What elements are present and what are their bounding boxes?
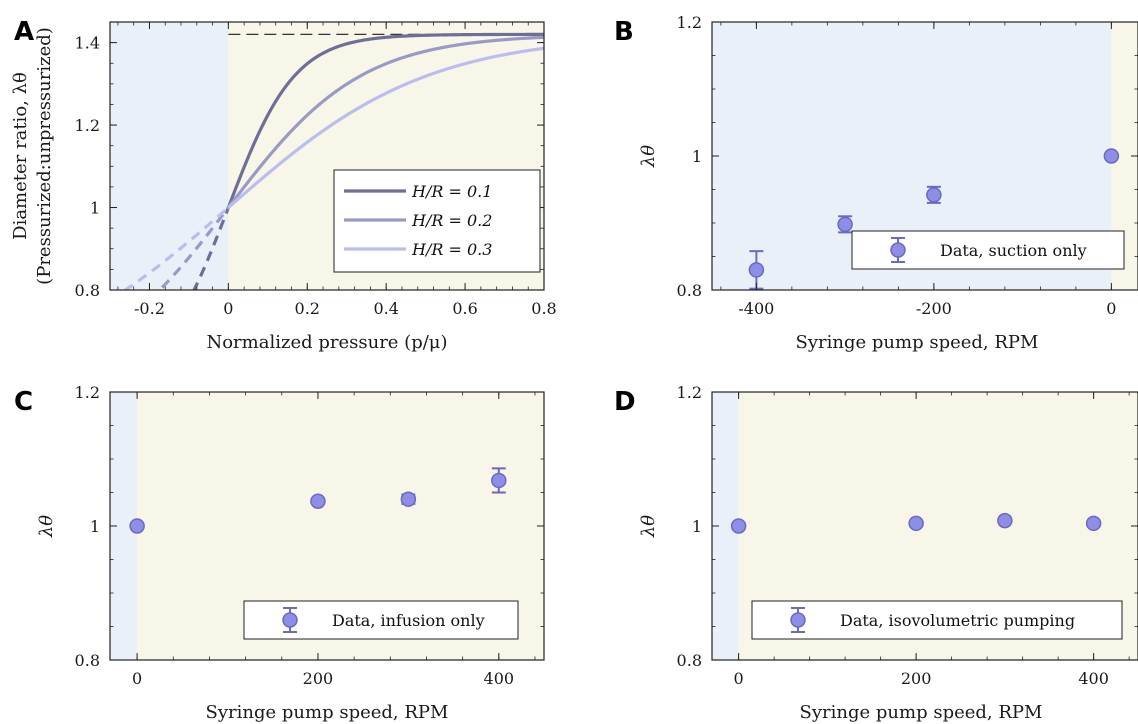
data-point: [491, 472, 507, 489]
plot-frame: [711, 391, 1138, 661]
x-tick-label: 400: [1078, 669, 1109, 688]
y-tick-label: 1.2: [75, 383, 100, 402]
panel-d: 0 200 400 0.8 1 1.2 Data, isovolumetric pumpin…: [638, 383, 1138, 723]
data-point: [1085, 515, 1102, 532]
series-line-dashed: [157, 206, 230, 290]
x-axis-title: Syringe pump speed, RPM: [206, 702, 449, 723]
x-tick-label: 0: [1106, 299, 1116, 318]
y-tick-label: 1.2: [75, 116, 100, 135]
panel-letter-d: D: [614, 387, 636, 417]
data-point: [748, 262, 765, 278]
data-point: [310, 493, 326, 509]
y-axis-title: λθ: [36, 515, 57, 538]
data-point: [1103, 148, 1120, 164]
series-line: [227, 35, 544, 209]
x-tick-label: 200: [901, 669, 932, 688]
plot-frame: [109, 21, 545, 291]
panel-b: -400 -200 0 0.8 1 1.2 Data, suction only Syring…: [638, 13, 1138, 353]
x-tick-label: -400: [738, 299, 774, 318]
y-tick-label: 1: [692, 517, 702, 536]
panel-letter-a: A: [14, 17, 34, 47]
y-axis-subtitle: (Pressurized:unpressurized): [34, 27, 55, 285]
x-tick-label: 0.6: [452, 299, 477, 318]
y-tick-label: 0.8: [75, 281, 100, 300]
legend-label: Data, isovolumetric pumping: [840, 611, 1075, 630]
panel-a: -0.2 0 0.2 0.4 0.6 0.8 0.8 1 1.2 1.4 H/R = 0.1 H/R …: [10, 21, 557, 353]
x-axis-title: Syringe pump speed, RPM: [796, 332, 1039, 353]
x-tick-label: 0: [223, 299, 233, 318]
series-line: [226, 32, 544, 209]
x-tick-label: 400: [484, 669, 515, 688]
legend-label: H/R = 0.2: [411, 211, 492, 230]
y-tick-label: 0.8: [75, 651, 100, 670]
x-tick-label: -200: [916, 299, 952, 318]
x-tick-label: 0: [734, 669, 744, 688]
x-axis-title: Syringe pump speed, RPM: [800, 702, 1043, 723]
x-tick-label: -0.2: [134, 299, 165, 318]
legend-marker: [890, 242, 906, 258]
y-tick-label: 1: [692, 147, 702, 166]
x-axis-title: Normalized pressure (p/μ): [206, 332, 447, 353]
series-line: [227, 46, 544, 209]
legend-marker: [282, 612, 298, 628]
y-tick-label: 1: [90, 517, 100, 536]
x-tick-label: 0.2: [295, 299, 320, 318]
panel-c: 0 200 400 0.8 1 1.2 Data, infusion only Syringe…: [36, 383, 545, 723]
y-tick-label: 1.4: [75, 34, 100, 53]
data-point: [908, 515, 924, 532]
series-line-dashed: [122, 206, 230, 290]
suction-region: [110, 22, 229, 290]
legend-label: Data, infusion only: [332, 611, 485, 630]
data-point: [926, 187, 942, 203]
data-point: [730, 518, 747, 534]
plot-frame: [711, 21, 1138, 291]
y-axis-title: λθ: [638, 145, 659, 168]
data-point: [129, 518, 145, 534]
y-tick-label: 1.2: [677, 383, 702, 402]
y-tick-label: 1.2: [677, 13, 702, 32]
x-tick-label: 0: [132, 669, 142, 688]
legend-label: Data, suction only: [940, 241, 1087, 260]
legend-label: H/R = 0.3: [411, 240, 492, 259]
data-point: [837, 216, 853, 233]
plot-frame: [109, 391, 545, 661]
y-tick-label: 1: [90, 199, 100, 218]
x-tick-label: 0.8: [531, 299, 556, 318]
legend-marker: [790, 612, 806, 628]
panel-letter-c: C: [14, 387, 33, 417]
panel-letter-b: B: [614, 17, 634, 47]
data-point: [997, 512, 1013, 529]
y-axis-title: λθ: [638, 515, 659, 538]
y-tick-label: 0.8: [677, 281, 702, 300]
x-tick-label: 0.4: [373, 299, 398, 318]
legend-box: [751, 600, 1123, 640]
y-tick-label: 0.8: [677, 651, 702, 670]
legend-label: H/R = 0.1: [411, 182, 492, 201]
data-point: [400, 491, 417, 507]
y-axis-title: Diameter ratio, λθ: [10, 72, 31, 240]
x-tick-label: 200: [303, 669, 334, 688]
series-line-dashed: [192, 206, 230, 290]
